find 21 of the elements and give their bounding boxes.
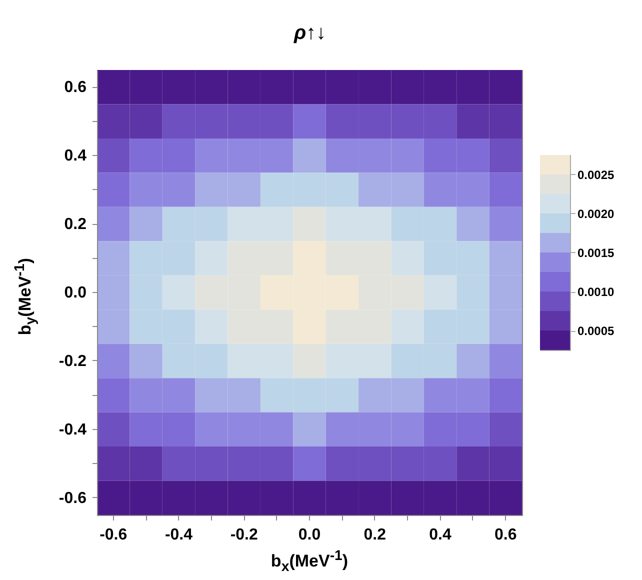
color-bar-label: 0.0020 [578, 207, 615, 221]
x-tick-label: -0.6 [100, 526, 128, 544]
y-tick-label: 0.2 [64, 216, 87, 234]
x-axis-title: b$_{x}$(MeV$^{-1}$) [270, 548, 350, 576]
x-tick-label: -0.2 [230, 526, 258, 544]
x-tick-label: 0.0 [298, 526, 321, 544]
color-bar-label: 0.0005 [578, 324, 615, 338]
x-tick-label: 0.6 [494, 526, 517, 544]
y-tick-label: -0.4 [58, 421, 87, 438]
y-tick-label: -0.6 [58, 490, 87, 507]
x-tick-label: -0.4 [164, 526, 193, 544]
y-tick-label: -0.2 [58, 352, 87, 370]
chart-title: ρ↑↓ [292, 22, 328, 45]
y-tick-label: 0.6 [64, 79, 87, 96]
x-tick-label: 0.4 [429, 526, 452, 544]
color-bar-label: 0.0010 [578, 285, 615, 299]
y-tick-label: 0.0 [64, 284, 87, 302]
color-bar-label: 0.0015 [578, 246, 615, 260]
x-tick-label: 0.2 [364, 526, 386, 544]
color-bar-label: 0.0025 [578, 168, 615, 182]
y-tick-label: 0.4 [64, 148, 87, 165]
